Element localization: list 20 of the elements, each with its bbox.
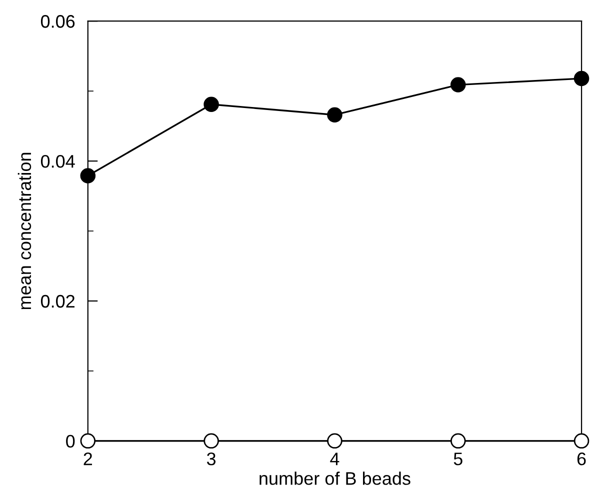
point — [327, 433, 342, 449]
y-axis-title: mean concentration — [18, 152, 32, 310]
y-tick-label: 0.06 — [40, 15, 75, 28]
point — [450, 77, 466, 92]
x-tick-label: 3 — [206, 452, 216, 466]
point — [204, 433, 219, 449]
x-tick-label: 5 — [454, 452, 462, 466]
x-axis-title: number of B beads — [260, 472, 410, 485]
y-tick-label: 0 — [66, 434, 75, 448]
point — [574, 70, 590, 86]
x-tick-label: 2 — [84, 452, 92, 466]
x-tick-label: 4 — [330, 452, 340, 466]
point — [450, 433, 466, 449]
x-tick-label: 6 — [577, 452, 586, 466]
point — [574, 433, 590, 449]
y-tick-label: 0.04 — [40, 154, 75, 168]
y-tick-label: 0.02 — [40, 294, 74, 308]
point — [204, 96, 219, 112]
point — [327, 107, 342, 123]
point — [80, 168, 96, 184]
